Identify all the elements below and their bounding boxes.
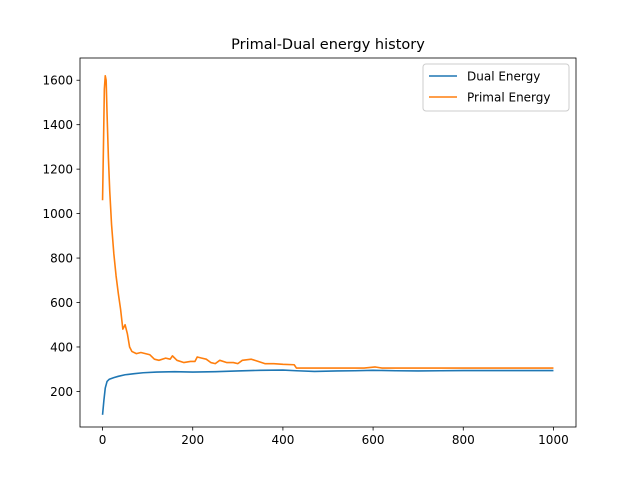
- y-tick-label: 600: [50, 296, 73, 310]
- x-tick-label: 600: [362, 433, 385, 447]
- y-tick-label: 400: [50, 340, 73, 354]
- y-tick-label: 1000: [42, 207, 73, 221]
- x-axis: 0 200 400 600 800 1000: [99, 427, 569, 447]
- y-tick-label: 1400: [42, 118, 73, 132]
- y-tick-label: 800: [50, 252, 73, 266]
- legend-label: Primal Energy: [467, 91, 551, 105]
- y-tick-label: 1200: [42, 163, 73, 177]
- series-line-dual-energy: [101, 369, 554, 415]
- x-tick-label: 800: [452, 433, 475, 447]
- y-tick-label: 1600: [42, 74, 73, 88]
- y-axis: 200 400 600 800 1000 1200 1400 1600: [42, 74, 80, 399]
- legend: Dual Energy Primal Energy: [422, 63, 570, 112]
- series-line-primal-energy: [101, 74, 554, 369]
- x-tick-label: 0: [99, 433, 107, 447]
- x-tick-label: 1000: [538, 433, 569, 447]
- plot-lines: [101, 74, 554, 415]
- chart-title: Primal-Dual energy history: [231, 37, 425, 53]
- y-tick-label: 200: [50, 385, 73, 399]
- x-tick-label: 200: [181, 433, 204, 447]
- plot-frame: [79, 57, 577, 428]
- x-tick-label: 400: [271, 433, 294, 447]
- legend-label: Dual Energy: [467, 70, 540, 84]
- legend-box: [422, 63, 570, 112]
